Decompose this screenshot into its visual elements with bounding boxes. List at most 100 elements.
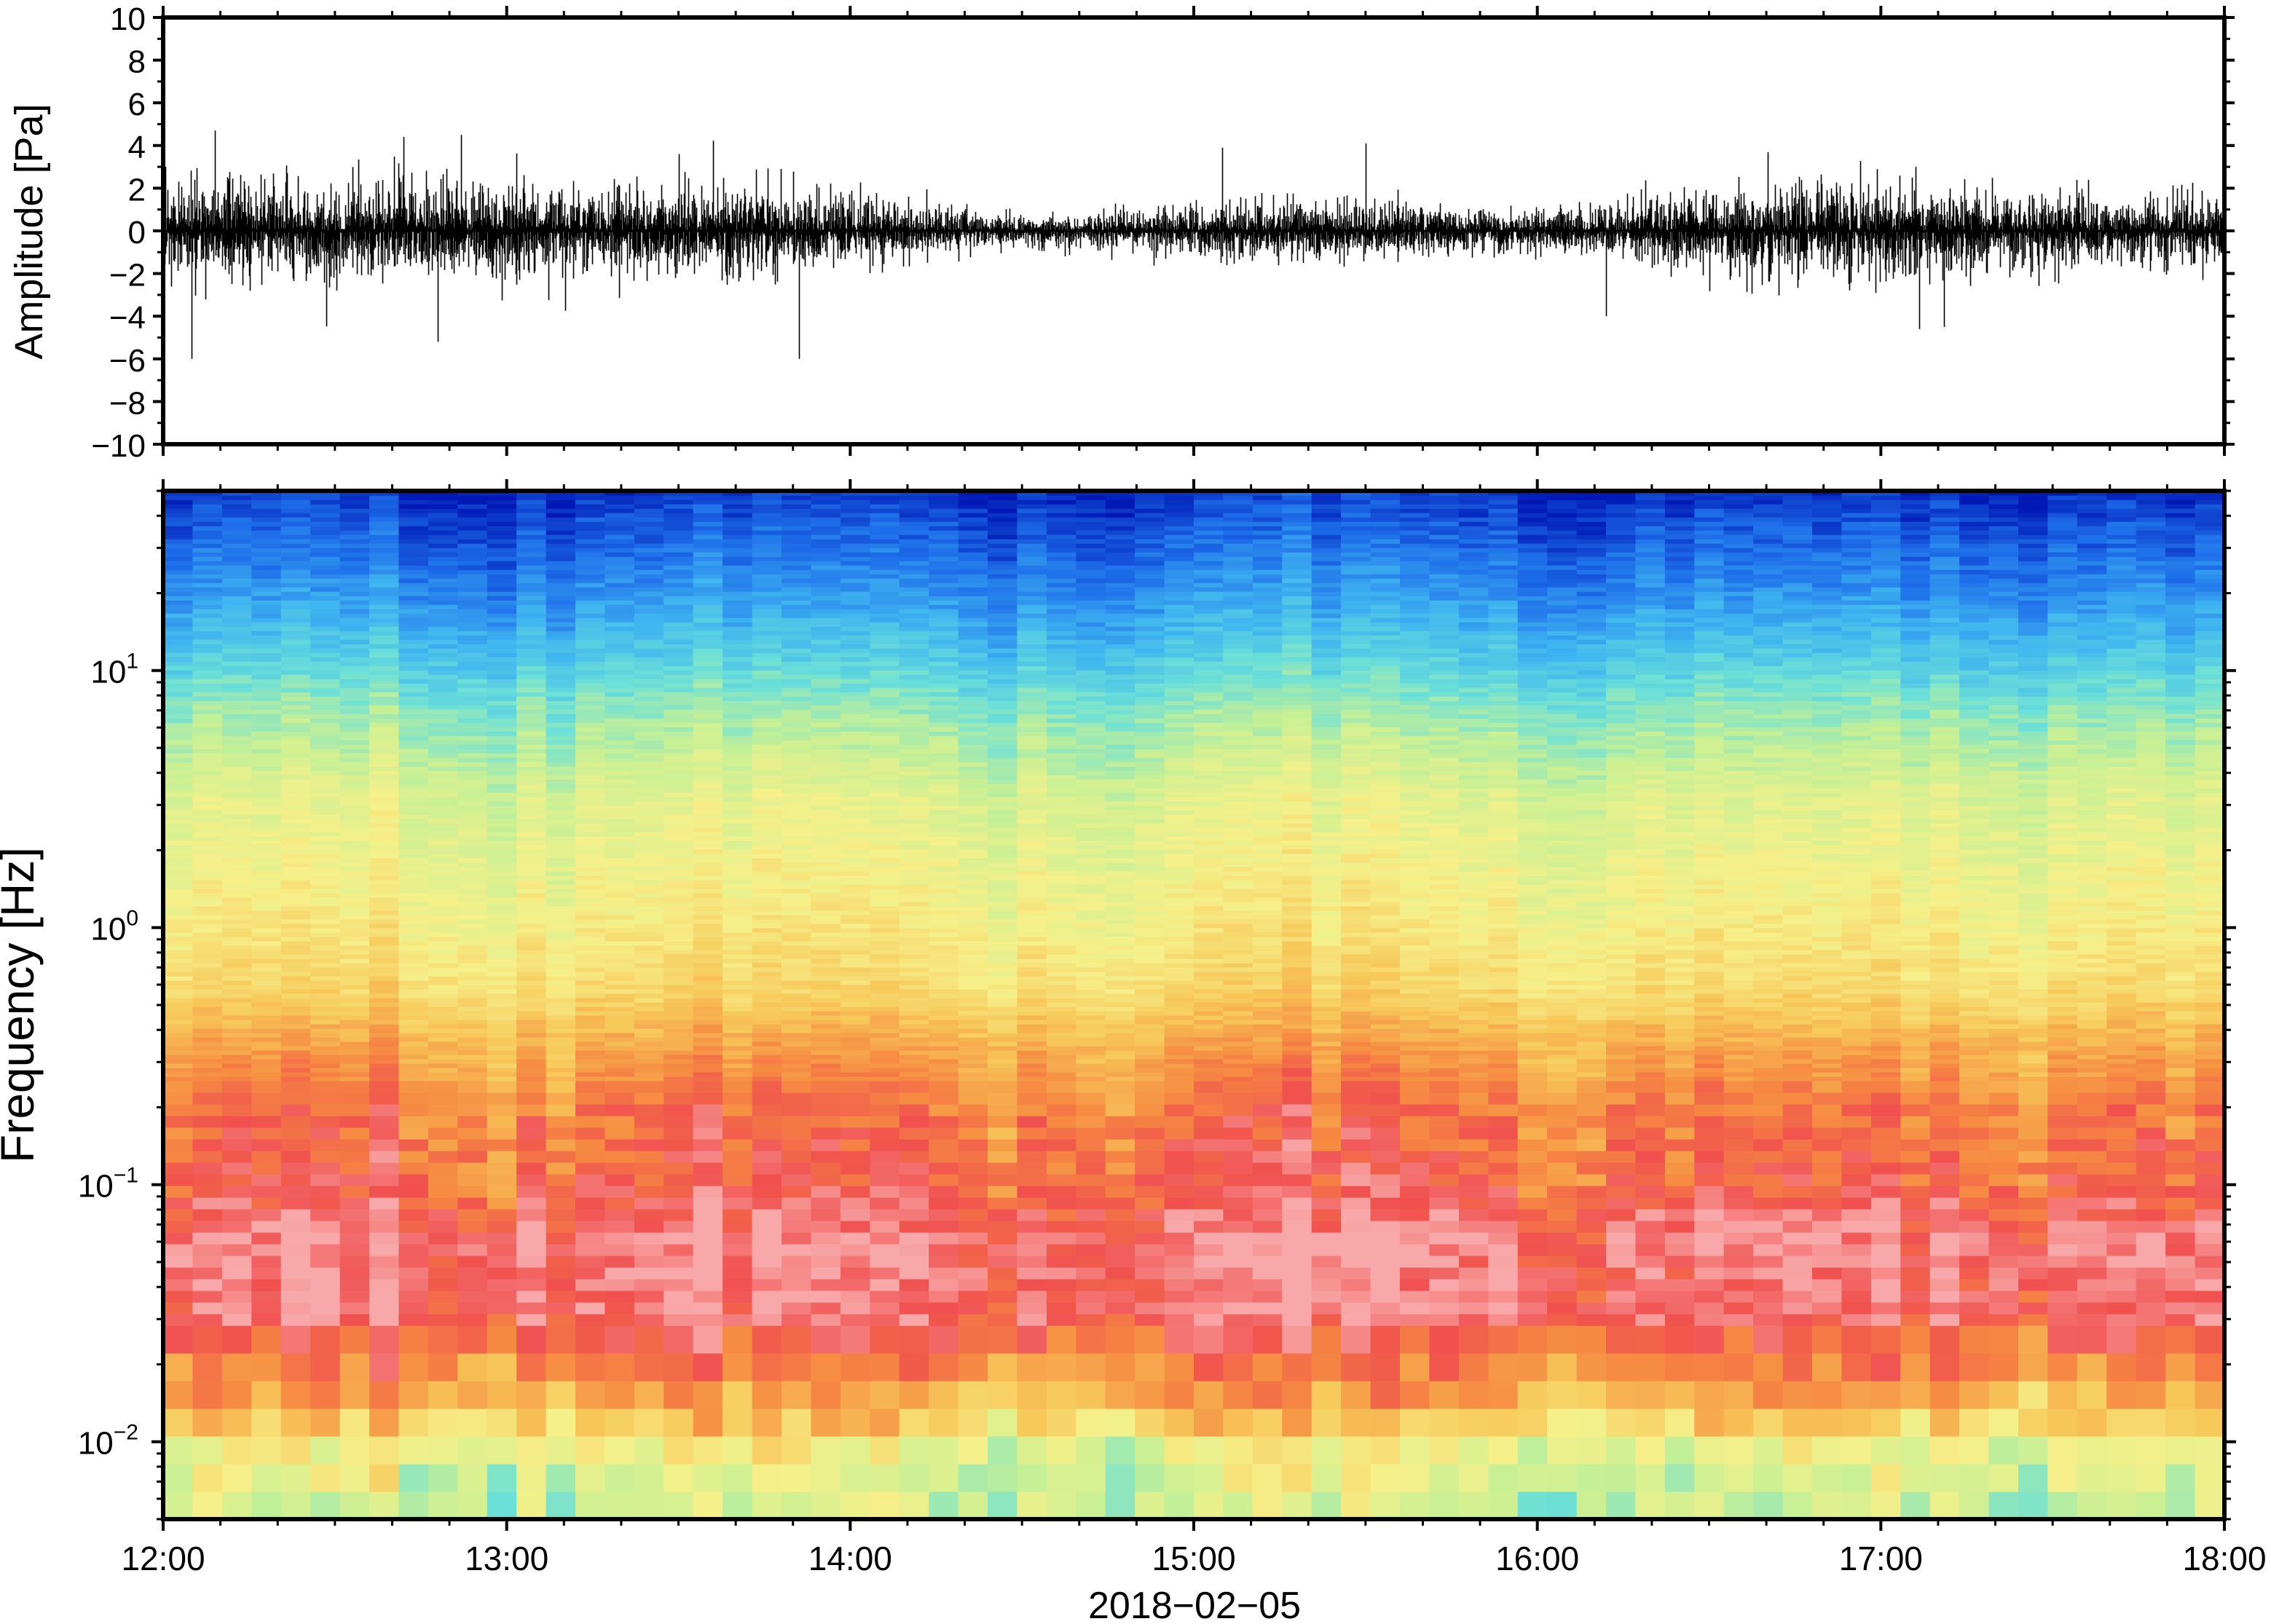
spectrogram-cell [251,530,282,535]
spectrogram-cell [575,727,606,732]
spectrogram-cell [310,1151,341,1163]
spectrogram-cell [929,504,959,509]
spectrogram-cell [988,1151,1018,1163]
spectrogram-cell [899,744,929,749]
spectrogram-cell [840,888,871,894]
spectrogram-cell [546,644,576,649]
spectrogram-cell [958,674,988,679]
spectrogram-cell [369,840,400,845]
spectrogram-cell [369,683,400,688]
spectrogram-cell [192,517,223,522]
spectrogram-cell [398,1068,429,1073]
spectrogram-cell [280,661,311,666]
spectrogram-cell [428,683,459,688]
spectrogram-cell [163,552,194,557]
spectrogram-cell [546,744,576,749]
spectrogram-cell [428,692,459,697]
spectrogram-cell [899,513,929,518]
spectrogram-cell [428,1381,459,1409]
spectrogram-cell [634,1104,665,1116]
spectrogram-cell [516,1024,547,1029]
spectrogram-cell [693,788,723,793]
spectrogram-cell [487,687,517,693]
spectrogram-cell [988,709,1018,714]
spectrogram-cell [840,653,871,658]
spectrogram-cell [605,596,635,601]
spectrogram-cell [310,687,341,693]
spectrogram-cell [811,1408,841,1437]
spectrogram-cell [1017,915,1047,920]
spectrogram-cell [870,827,900,832]
spectrogram-cell [840,998,871,1003]
spectrogram-cell [192,591,223,596]
spectrogram-cell [634,535,665,540]
spectrogram-cell [605,915,635,920]
spectrogram-cell [251,578,282,583]
spectrogram-cell [398,661,429,666]
spectrogram-cell [516,1063,547,1068]
spectrogram-cell [634,657,665,662]
spectrogram-cell [516,989,547,994]
spectrogram-cell [457,521,488,527]
spectrogram-cell [958,784,988,789]
spectrogram-cell [929,1041,959,1046]
spectrogram-cell [280,832,311,837]
spectrogram-cell [988,976,1018,981]
spectrogram-cell [369,958,400,963]
spectrogram-cell [163,1011,194,1016]
spectrogram-cell [1017,666,1047,671]
spectrogram-cell [487,1162,517,1175]
spectrogram-cell [575,871,606,876]
spectrogram-cell [899,561,929,566]
spectrogram-cell [840,871,871,876]
spectrogram-cell [457,832,488,837]
spectrogram-cell [899,923,929,929]
spectrogram-cell [575,1059,606,1064]
spectrogram-cell [634,950,665,955]
spectrogram-cell [723,556,753,561]
spectrogram-cell [546,967,576,972]
spectrogram-cell [339,1006,370,1012]
spectrogram-cell [664,504,694,509]
spectrogram-cell [457,491,488,496]
spectrogram-cell [192,648,223,653]
spectrogram-cell [899,910,929,915]
spectrogram-cell [899,687,929,693]
spectrogram-cell [634,770,665,776]
spectrogram-cell [192,836,223,841]
spectrogram-cell [221,823,253,828]
spectrogram-cell [899,591,929,596]
spectrogram-cell [575,1116,606,1128]
spectrogram-cell [546,679,576,684]
spectrogram-cell [575,1267,606,1280]
spectrogram-cell [339,1046,370,1051]
spectrogram-cell [428,919,459,924]
spectrogram-cell [811,609,841,614]
spectrogram-cell [280,1151,311,1163]
spectrogram-cell [958,989,988,994]
spectrogram-cell [723,784,753,789]
spectrogram-cell [487,626,517,631]
spectrogram-cell [782,836,812,841]
spectrogram-cell [1017,792,1047,797]
spectrogram-cell [251,998,282,1003]
spectrogram-cell [487,500,517,505]
spectrogram-cell [428,1041,459,1046]
spectrogram-cell [575,714,606,719]
spectrogram-cell [840,993,871,998]
spectrogram-cell [988,626,1018,631]
spectrogram-cell [782,556,812,561]
spectrogram-cell [693,792,723,797]
spectrogram-cell [723,613,753,618]
spectrogram-cell [752,792,782,797]
spectrogram-cell [1017,1197,1047,1210]
spectrogram-cell [163,604,194,610]
spectrogram-cell [398,600,429,605]
spectrogram-cell [723,1197,753,1210]
spectrogram-cell [723,648,753,653]
spectrogram-cell [280,757,311,762]
spectrogram-cell [487,993,517,998]
spectrogram-cell [664,618,694,623]
waveform-y-tick-label: 10 [110,1,146,37]
spectrogram-cell [516,1256,547,1268]
